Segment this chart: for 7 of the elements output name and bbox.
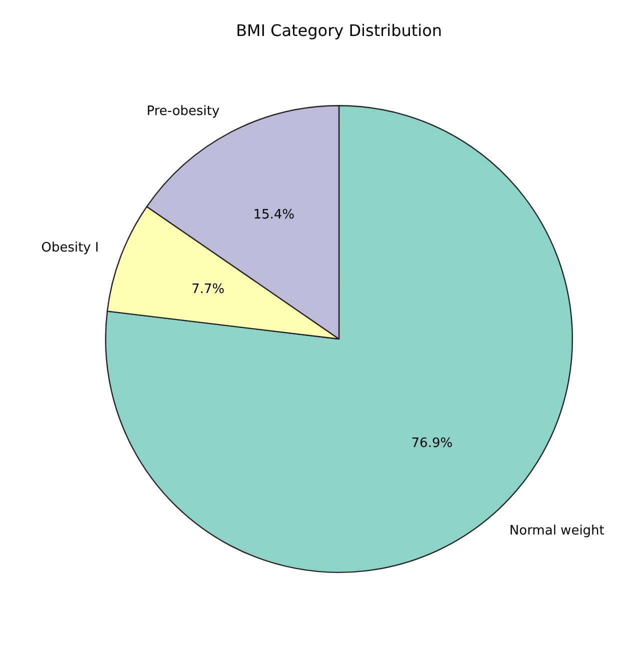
- data-label: 15.4%: [253, 207, 295, 222]
- data-label: 7.7%: [191, 282, 225, 297]
- slice-label: Normal weight: [509, 523, 604, 538]
- data-label: 76.9%: [411, 436, 453, 452]
- slice-label: Obesity I: [41, 240, 99, 256]
- slice-label: Pre-obesity: [146, 104, 220, 120]
- chart-title: BMI Category Distribution: [236, 21, 442, 40]
